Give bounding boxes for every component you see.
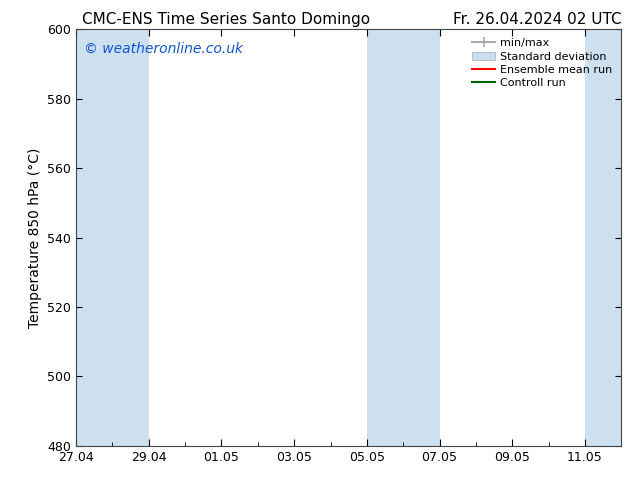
Bar bbox=[367, 29, 439, 446]
Text: Fr. 26.04.2024 02 UTC: Fr. 26.04.2024 02 UTC bbox=[453, 12, 621, 27]
Y-axis label: Temperature 850 hPa (°C): Temperature 850 hPa (°C) bbox=[28, 147, 42, 328]
Bar bbox=[76, 29, 149, 446]
Text: CMC-ENS Time Series Santo Domingo: CMC-ENS Time Series Santo Domingo bbox=[82, 12, 370, 27]
Text: © weatheronline.co.uk: © weatheronline.co.uk bbox=[84, 42, 243, 56]
Bar bbox=[585, 29, 621, 446]
Legend: min/max, Standard deviation, Ensemble mean run, Controll run: min/max, Standard deviation, Ensemble me… bbox=[469, 35, 616, 92]
